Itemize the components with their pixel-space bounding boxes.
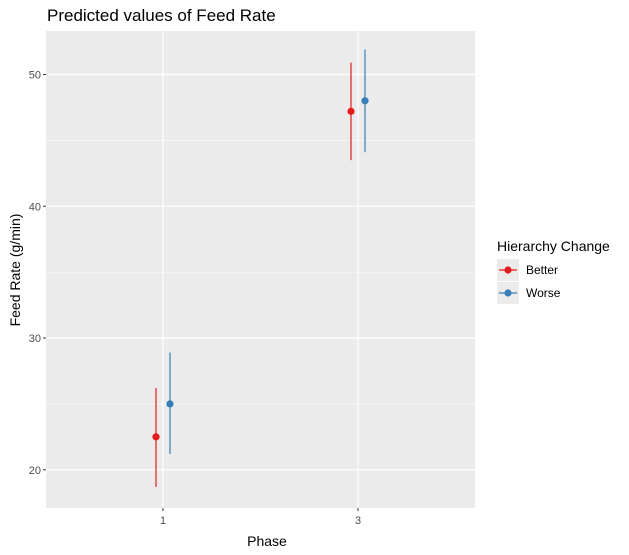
legend-key-point <box>504 289 512 297</box>
x-tick-label: 1 <box>160 515 166 527</box>
x-axis-title: Phase <box>247 533 287 549</box>
data-point-worse <box>166 400 174 408</box>
y-tick-label: 40 <box>29 201 41 213</box>
y-tick-label: 20 <box>29 465 41 477</box>
grid-minor <box>46 140 475 405</box>
data-marks <box>152 49 369 487</box>
legend-key-point <box>504 266 512 274</box>
chart-title: Predicted values of Feed Rate <box>47 6 276 25</box>
data-point-worse <box>361 97 369 105</box>
x-tick-label: 3 <box>355 515 361 527</box>
y-tick-label: 50 <box>29 69 41 81</box>
data-point-better <box>152 433 160 441</box>
grid-major <box>46 31 475 508</box>
data-point-better <box>347 107 355 115</box>
legend-label-worse: Worse <box>526 286 561 300</box>
legend: Better Worse <box>497 259 561 304</box>
y-tick-label: 30 <box>29 333 41 345</box>
plot-panel <box>46 31 475 508</box>
legend-title: Hierarchy Change <box>497 238 610 254</box>
y-axis: 20 30 40 50 <box>29 69 46 477</box>
y-axis-title: Feed Rate (g/min) <box>7 214 23 327</box>
legend-label-better: Better <box>526 263 558 277</box>
